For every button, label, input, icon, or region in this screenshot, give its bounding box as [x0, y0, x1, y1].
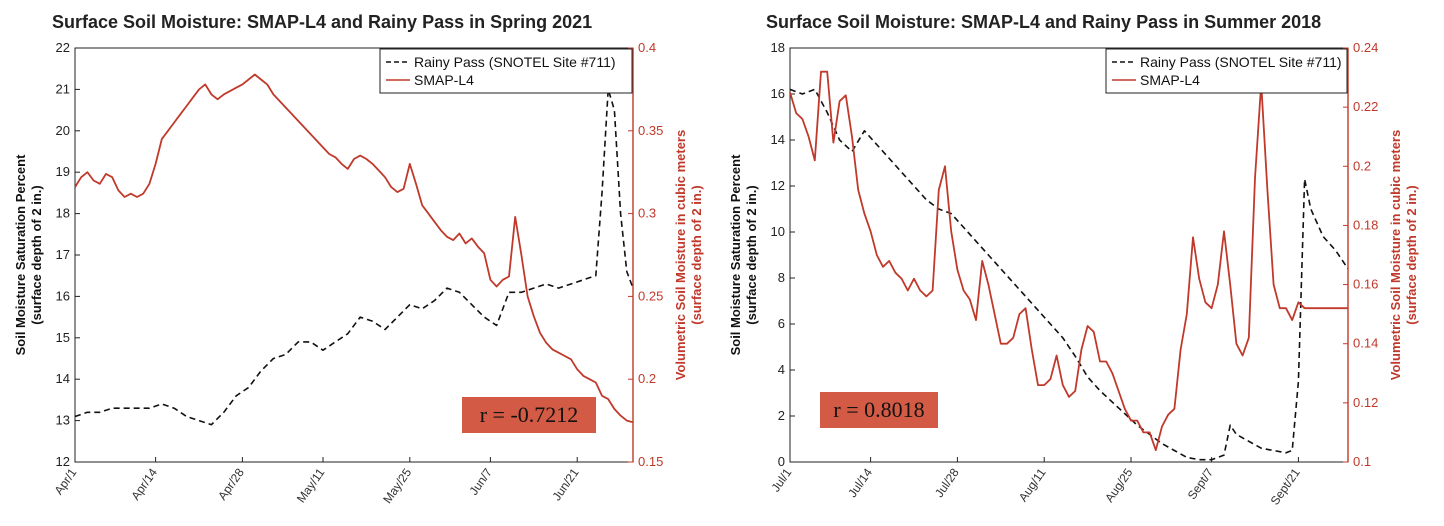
chart-panel-2: Surface Soil Moisture: SMAP-L4 and Rainy… [728, 12, 1419, 508]
series-line-rainy-pass [790, 88, 1348, 461]
chart-panel-1: Surface Soil Moisture: SMAP-L4 and Rainy… [13, 12, 704, 506]
right-tick-label: 0.2 [638, 371, 656, 386]
legend-entry: SMAP-L4 [1140, 72, 1200, 88]
left-tick-label: 12 [56, 454, 70, 469]
right-tick-label: 0.3 [638, 206, 656, 221]
annotation-box [462, 397, 596, 433]
left-tick-label: 6 [778, 316, 785, 331]
left-tick-label: 8 [778, 270, 785, 285]
right-tick-label: 0.18 [1353, 217, 1378, 232]
right-tick-label: 0.12 [1353, 395, 1378, 410]
x-tick-label: Aug/11 [1016, 465, 1049, 504]
y-axis-label: Soil Moisture Saturation Percent [728, 154, 743, 355]
right-tick-label: 0.4 [638, 40, 656, 55]
left-tick-label: 12 [771, 178, 785, 193]
y-axis-label: Soil Moisture Saturation Percent [13, 154, 28, 355]
x-tick-label: Sept/7 [1185, 465, 1217, 502]
left-tick-label: 4 [778, 362, 785, 377]
right-tick-label: 0.35 [638, 123, 663, 138]
x-tick-label: Apr/28 [215, 465, 247, 502]
left-tick-label: 17 [56, 247, 70, 262]
x-tick-label: Jun/21 [550, 465, 582, 503]
annotation-text: r = 0.8018 [833, 397, 924, 422]
x-tick-label: Jun/7 [467, 465, 495, 497]
legend-entry: SMAP-L4 [414, 72, 474, 88]
series-line-rainy-pass [75, 88, 633, 426]
x-tick-label: Apr/1 [52, 465, 80, 497]
left-tick-label: 13 [56, 413, 70, 428]
x-tick-label: Jul/1 [768, 465, 794, 494]
left-tick-label: 16 [771, 86, 785, 101]
legend-entry: Rainy Pass (SNOTEL Site #711) [1140, 54, 1342, 70]
legend-box [379, 48, 633, 94]
right-tick-label: 0.1 [1353, 454, 1371, 469]
left-tick-label: 14 [56, 371, 70, 386]
left-tick-label: 22 [56, 40, 70, 55]
left-tick-label: 18 [771, 40, 785, 55]
y-axis-label-sub: (surface depth of 2 in.) [744, 185, 759, 324]
legend: Rainy Pass (SNOTEL Site #711) SMAP-L4 [379, 48, 633, 94]
legend-entry: Rainy Pass (SNOTEL Site #711) [414, 54, 616, 70]
y2-axis-label: Volumetric Soil Moisture in cubic meters [673, 130, 688, 380]
x-tick-label: May/11 [294, 465, 328, 505]
left-tick-label: 14 [771, 132, 785, 147]
correlation-annotation: r = 0.8018 [820, 392, 938, 428]
right-tick-label: 0.15 [638, 454, 663, 469]
left-tick-label: 21 [56, 81, 70, 96]
legend: Rainy Pass (SNOTEL Site #711) SMAP-L4 [1105, 48, 1348, 94]
right-tick-label: 0.24 [1353, 40, 1378, 55]
left-tick-label: 10 [771, 224, 785, 239]
left-tick-label: 20 [56, 123, 70, 138]
y2-axis-label: Volumetric Soil Moisture in cubic meters [1388, 130, 1403, 380]
x-tick-label: Jul/14 [845, 465, 875, 500]
left-tick-label: 15 [56, 330, 70, 345]
right-tick-label: 0.22 [1353, 99, 1378, 114]
right-tick-label: 0.16 [1353, 277, 1378, 292]
x-tick-label: Jul/28 [932, 465, 962, 500]
x-tick-label: Aug/25 [1102, 465, 1135, 504]
left-tick-label: 16 [56, 288, 70, 303]
chart-title: Surface Soil Moisture: SMAP-L4 and Rainy… [766, 12, 1321, 32]
series-line-smap-l4 [75, 73, 633, 424]
y-axis-label-sub: (surface depth of 2 in.) [29, 185, 44, 324]
annotation-box [820, 392, 938, 428]
y2-axis-label-sub: (surface depth of 2 in.) [1404, 185, 1419, 324]
annotation-text: r = -0.7212 [480, 402, 579, 427]
chart-title: Surface Soil Moisture: SMAP-L4 and Rainy… [52, 12, 592, 32]
left-tick-label: 18 [56, 206, 70, 221]
right-tick-label: 0.2 [1353, 158, 1371, 173]
left-tick-label: 19 [56, 164, 70, 179]
left-tick-label: 2 [778, 408, 785, 423]
x-tick-label: Sept/21 [1268, 465, 1303, 507]
legend-box [1105, 48, 1348, 94]
left-tick-label: 0 [778, 454, 785, 469]
y2-axis-label-sub: (surface depth of 2 in.) [689, 185, 704, 324]
x-tick-label: Apr/14 [128, 465, 160, 502]
right-tick-label: 0.25 [638, 288, 663, 303]
correlation-annotation: r = -0.7212 [462, 397, 596, 433]
series-line-smap-l4 [790, 70, 1348, 452]
right-tick-label: 0.14 [1353, 336, 1378, 351]
x-tick-label: May/25 [380, 465, 414, 506]
